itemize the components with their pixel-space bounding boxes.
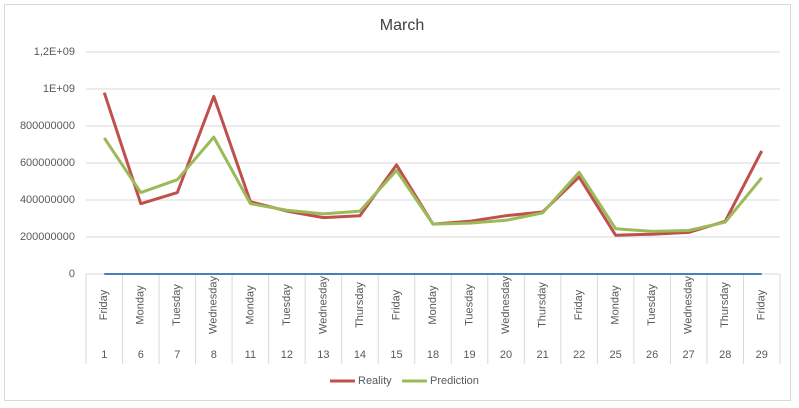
x-tick-label: 6 — [138, 349, 144, 361]
x-tick-label: Friday — [390, 289, 402, 320]
y-tick-label: 1E+09 — [43, 83, 75, 95]
x-tick-label: Tuesday — [646, 284, 658, 326]
x-tick-label: Wednesday — [500, 276, 512, 334]
x-tick-label: 13 — [317, 349, 329, 361]
chart-title: March — [380, 17, 424, 34]
x-tick-label: Tuesday — [281, 284, 293, 326]
legend-label: Prediction — [430, 375, 479, 387]
y-tick-label: 400000000 — [20, 194, 75, 206]
x-tick-label: 18 — [427, 349, 439, 361]
x-tick-label: 12 — [281, 349, 293, 361]
x-tick-label: Tuesday — [463, 284, 475, 326]
legend-label: Reality — [358, 375, 392, 387]
x-tick-label: Wednesday — [208, 276, 220, 334]
y-tick-label: 600000000 — [20, 157, 75, 169]
x-tick-label: Monday — [427, 285, 439, 325]
y-tick-label: 800000000 — [20, 120, 75, 132]
x-tick-label: 22 — [573, 349, 585, 361]
x-tick-label: 7 — [174, 349, 180, 361]
x-tick-label: Friday — [756, 289, 768, 320]
chart-border — [4, 4, 791, 401]
x-tick-label: 11 — [245, 349, 256, 361]
x-tick-label: 25 — [610, 349, 622, 361]
y-tick-label: 0 — [69, 268, 75, 280]
x-tick-label: 28 — [719, 349, 731, 361]
x-tick-label: Thursday — [354, 282, 366, 328]
series-line — [103, 135, 763, 233]
x-tick-label: 27 — [683, 349, 695, 361]
x-tick-label: Tuesday — [171, 284, 183, 326]
x-tick-label: Friday — [98, 289, 110, 320]
x-tick-label: 21 — [536, 349, 548, 361]
x-tick-label: Thursday — [536, 282, 548, 328]
x-tick-label: 15 — [390, 349, 402, 361]
x-tick-label: Monday — [135, 285, 147, 325]
x-tick-label: Monday — [610, 285, 622, 325]
x-tick-label: Monday — [244, 285, 256, 325]
x-tick-label: Thursday — [719, 282, 731, 328]
x-tick-label: Wednesday — [683, 276, 695, 334]
x-tick-label: 14 — [354, 349, 366, 361]
y-tick-label: 200000000 — [20, 231, 75, 243]
x-tick-label: 26 — [646, 349, 658, 361]
x-tick-label: 19 — [463, 349, 475, 361]
y-tick-label: 1,2E+09 — [34, 46, 75, 58]
x-tick-label: 29 — [756, 349, 768, 361]
x-tick-label: Wednesday — [317, 276, 329, 334]
x-tick-label: 1 — [101, 349, 107, 361]
x-tick-label: 20 — [500, 349, 512, 361]
x-tick-label: 8 — [211, 349, 217, 361]
x-tick-label: Friday — [573, 289, 585, 320]
